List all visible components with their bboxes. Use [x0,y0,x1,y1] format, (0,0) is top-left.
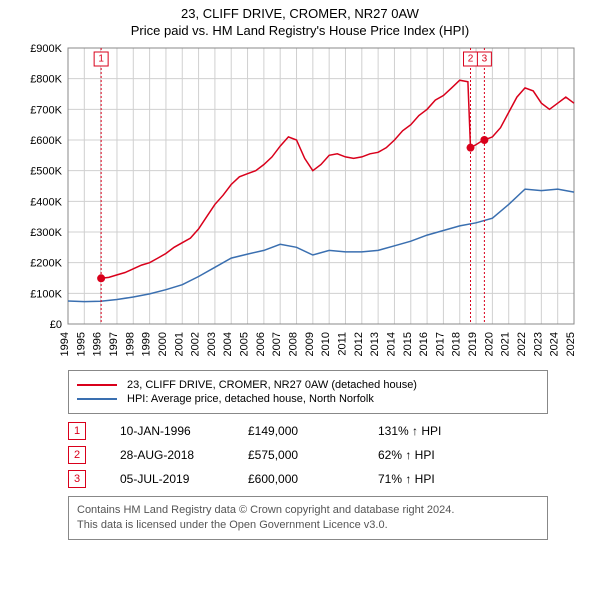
sales-date: 05-JUL-2019 [120,472,248,486]
y-tick-label: £300K [30,227,62,239]
y-tick-label: £900K [30,43,62,55]
sales-price: £600,000 [248,472,378,486]
x-tick-label: 2025 [565,332,577,356]
x-tick-label: 2024 [549,332,561,356]
chart-area: £0 £100K £200K £300K £400K £500K £600K £700K £80… [18,42,578,362]
x-tick-label: 2011 [336,332,348,356]
x-tick-label: 2013 [369,332,381,356]
sales-row: 2 28-AUG-2018£575,00062% ↑ HPI [68,446,548,464]
y-tick-label: £500K [30,166,62,178]
x-tick-label: 2009 [304,332,316,356]
sales-row: 3 05-JUL-2019£600,00071% ↑ HPI [68,470,548,488]
figure-container: 23, CLIFF DRIVE, CROMER, NR27 0AW Price … [0,0,600,590]
x-tick-label: 2014 [385,332,397,356]
sales-table: 1 10-JAN-1996£149,000131% ↑ HPI 2 28-AUG-20… [68,422,548,488]
sales-hpi: 62% ↑ HPI [378,448,538,462]
x-tick-label: 2018 [451,332,463,356]
sales-date: 10-JAN-1996 [120,424,248,438]
legend-swatch [77,384,117,386]
footnote-box: Contains HM Land Registry data © Crown c… [68,496,548,540]
series-line [68,189,574,302]
legend-row: 23, CLIFF DRIVE, CROMER, NR27 0AW (detac… [77,379,539,391]
x-tick-label: 2015 [402,332,414,356]
x-tick-label: 2023 [532,332,544,356]
x-tick-label: 2003 [206,332,218,356]
sales-price: £149,000 [248,424,378,438]
x-tick-label: 2000 [157,332,169,356]
sales-marker: 1 [68,422,86,440]
legend-swatch [77,398,117,400]
x-tick-label: 2002 [190,332,202,356]
x-tick-label: 1996 [92,332,104,356]
title-line-2: Price paid vs. HM Land Registry's House … [10,23,590,38]
chart-svg: £0 £100K £200K £300K £400K £500K £600K £700K £80… [18,42,578,362]
sales-hpi: 71% ↑ HPI [378,472,538,486]
y-tick-label: £200K [30,258,62,270]
sales-date: 28-AUG-2018 [120,448,248,462]
sales-row: 1 10-JAN-1996£149,000131% ↑ HPI [68,422,548,440]
sale-marker-number: 1 [98,54,104,65]
sales-hpi: 131% ↑ HPI [378,424,538,438]
legend-box: 23, CLIFF DRIVE, CROMER, NR27 0AW (detac… [68,370,548,414]
x-tick-label: 1999 [141,332,153,356]
sale-marker-number: 2 [468,54,474,65]
x-tick-label: 2022 [516,332,528,356]
y-tick-label: £100K [30,288,62,300]
sales-marker: 3 [68,470,86,488]
footnote-line-2: This data is licensed under the Open Gov… [77,518,539,533]
y-tick-label: £600K [30,135,62,147]
sale-point [480,136,488,144]
sales-price: £575,000 [248,448,378,462]
sale-point [97,274,105,282]
sale-marker-number: 3 [482,54,488,65]
x-tick-label: 2019 [467,332,479,356]
x-tick-label: 1995 [75,332,87,356]
x-tick-label: 2005 [239,332,251,356]
x-tick-label: 1998 [124,332,136,356]
y-tick-label: £700K [30,104,62,116]
footnote-line-1: Contains HM Land Registry data © Crown c… [77,503,539,518]
x-tick-label: 2020 [483,332,495,356]
legend-label: HPI: Average price, detached house, Nort… [127,393,374,405]
x-tick-label: 2004 [222,332,234,356]
title-line-1: 23, CLIFF DRIVE, CROMER, NR27 0AW [10,6,590,21]
x-tick-label: 2010 [320,332,332,356]
legend-label: 23, CLIFF DRIVE, CROMER, NR27 0AW (detac… [127,379,417,391]
x-tick-label: 2012 [353,332,365,356]
y-tick-label: £800K [30,74,62,86]
x-tick-label: 1994 [59,332,71,356]
x-tick-label: 2016 [418,332,430,356]
y-tick-label: £400K [30,196,62,208]
sales-marker: 2 [68,446,86,464]
sale-point [467,144,475,152]
x-tick-label: 2001 [173,332,185,356]
legend-row: HPI: Average price, detached house, Nort… [77,393,539,405]
series-line [101,80,574,278]
x-tick-label: 1997 [108,332,120,356]
x-tick-label: 2007 [271,332,283,356]
x-tick-label: 2008 [288,332,300,356]
x-tick-label: 2021 [500,332,512,356]
y-tick-label: £0 [50,319,62,331]
x-tick-label: 2017 [434,332,446,356]
x-tick-label: 2006 [255,332,267,356]
